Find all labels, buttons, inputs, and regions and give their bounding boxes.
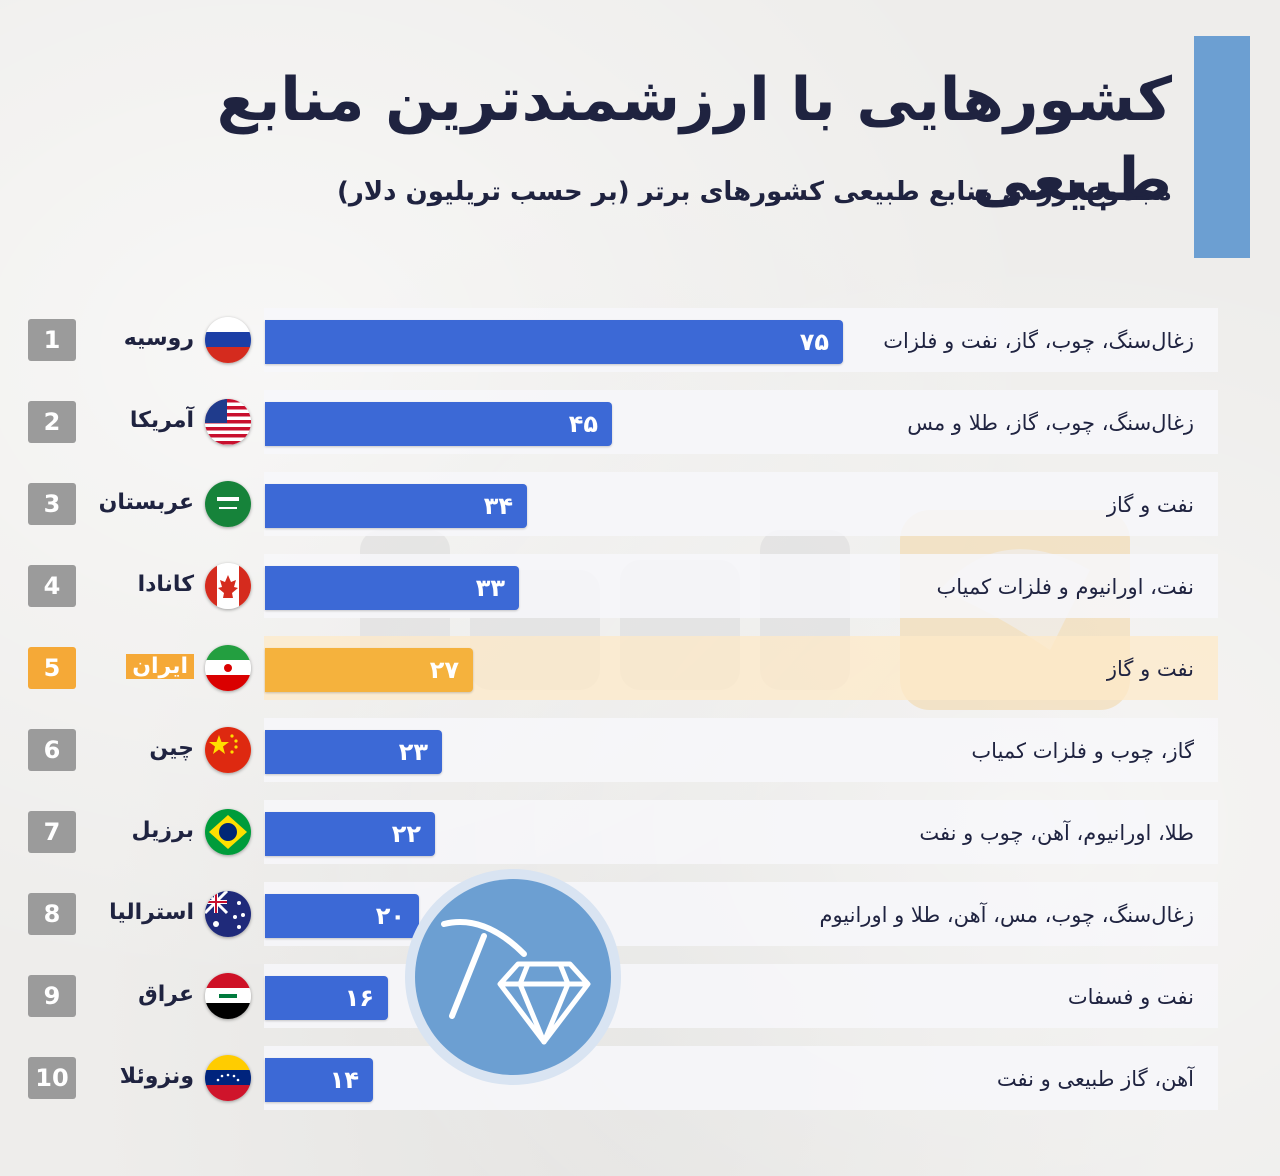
- pickaxe-icon: [441, 919, 527, 1019]
- country-label: آمریکا: [129, 408, 194, 433]
- chart-row: 8 استرالیا ۲۰ زغال‌سنگ، چوب، مس، آهن، طلا و…: [0, 879, 1280, 949]
- country-name: ایران: [4, 649, 194, 685]
- country-label: عراق: [138, 982, 194, 1007]
- country-name: ونزوئلا: [4, 1059, 194, 1095]
- country-name: روسیه: [4, 321, 194, 357]
- rank-badge: 5: [28, 647, 76, 689]
- rank-badge: 9: [28, 975, 76, 1017]
- resources-label: زغال‌سنگ، چوب، مس، آهن، طلا و اورانیوم: [819, 903, 1194, 927]
- bar: [265, 1058, 373, 1102]
- bar: [265, 402, 612, 446]
- mining-badge: [405, 869, 621, 1085]
- diamond-icon: [497, 961, 591, 1045]
- flag-venezuela-icon: [205, 1055, 251, 1101]
- chart-row: 3 عربستان ۳۴ نفت و گاز: [0, 469, 1280, 539]
- country-name: برزیل: [4, 813, 194, 849]
- chart-row: 4 کانادا ۳۳ نفت، اورانیوم و فلزات کمیاب: [0, 551, 1280, 621]
- bar-value-label: ۱۴: [329, 1066, 359, 1094]
- flag-saudi-icon: [205, 481, 251, 527]
- chart-row: 10 ونزوئلا ۱۴ آهن، گاز طبیعی و نفت: [0, 1043, 1280, 1113]
- rank-badge: 1: [28, 319, 76, 361]
- resources-label: نفت و فسفات: [1067, 985, 1194, 1009]
- rank-badge: 2: [28, 401, 76, 443]
- country-label: ایران: [126, 654, 194, 679]
- bar: [265, 320, 843, 364]
- country-name: کانادا: [4, 567, 194, 603]
- row-band: [264, 1046, 1218, 1110]
- country-label: کانادا: [137, 572, 194, 597]
- bar-value-label: ۲۷: [429, 656, 459, 684]
- country-name: آمریکا: [4, 403, 194, 439]
- bar-value-label: ۲۰: [375, 902, 405, 930]
- country-label: روسیه: [123, 326, 194, 351]
- resources-label: گاز، چوب و فلزات کمیاب: [971, 739, 1194, 763]
- bar-value-label: ۴۵: [568, 410, 598, 438]
- chart-row: 5 ایران ۲۷ نفت و گاز: [0, 633, 1280, 703]
- resources-label: نفت و گاز: [1106, 493, 1194, 517]
- flag-russia-icon: [205, 317, 251, 363]
- flag-iran-icon: [205, 645, 251, 691]
- resources-label: زغال‌سنگ، چوب، گاز، نفت و فلزات: [883, 329, 1194, 353]
- flag-canada-icon: [205, 563, 251, 609]
- country-label: عربستان: [98, 490, 194, 515]
- rank-badge: 3: [28, 483, 76, 525]
- country-label: برزیل: [131, 818, 194, 843]
- resources-label: نفت و گاز: [1106, 657, 1194, 681]
- flag-china-icon: [205, 727, 251, 773]
- rank-badge: 7: [28, 811, 76, 853]
- chart-row: 1 روسیه ۷۵ زغال‌سنگ، چوب، گاز، نفت و فلزات: [0, 305, 1280, 375]
- bar: [265, 648, 473, 692]
- flag-usa-icon: [205, 399, 251, 445]
- country-name: چین: [4, 731, 194, 767]
- resources-label: طلا، اورانیوم، آهن، چوب و نفت: [919, 821, 1194, 845]
- flag-brazil-icon: [205, 809, 251, 855]
- country-label: چین: [149, 736, 194, 761]
- chart-row: 6 چین ۲۳ گاز، چوب و فلزات کمیاب: [0, 715, 1280, 785]
- resources-label: نفت، اورانیوم و فلزات کمیاب: [936, 575, 1194, 599]
- flag-iraq-icon: [205, 973, 251, 1019]
- country-name: عراق: [4, 977, 194, 1013]
- bar-value-label: ۷۵: [799, 328, 829, 356]
- bar-value-label: ۳۴: [483, 492, 513, 520]
- bar: [265, 484, 527, 528]
- rank-badge: 10: [28, 1057, 76, 1099]
- bar-value-label: ۲۳: [398, 738, 428, 766]
- bar: [265, 812, 435, 856]
- page-title: کشورهایی با ارزشمندترین منابع طبیعی: [216, 65, 1172, 215]
- bar: [265, 566, 519, 610]
- page-subtitle: مجموع ارزش منابع طبیعی کشورهای برتر (بر …: [336, 177, 1172, 207]
- country-label: ونزوئلا: [119, 1064, 194, 1089]
- bar: [265, 730, 442, 774]
- country-name: عربستان: [4, 485, 194, 521]
- chart-row: 7 برزیل ۲۲ طلا، اورانیوم، آهن، چوب و نفت: [0, 797, 1280, 867]
- country-label: استرالیا: [109, 900, 194, 925]
- accent-bar: [1194, 36, 1250, 258]
- bar: [265, 894, 419, 938]
- bar: [265, 976, 388, 1020]
- resources-label: آهن، گاز طبیعی و نفت: [996, 1067, 1194, 1091]
- rank-badge: 6: [28, 729, 76, 771]
- country-name: استرالیا: [4, 895, 194, 931]
- chart-row: 9 عراق ۱۶ نفت و فسفات: [0, 961, 1280, 1031]
- bar-value-label: ۳۳: [475, 574, 505, 602]
- rank-badge: 8: [28, 893, 76, 935]
- bar-value-label: ۱۶: [344, 984, 374, 1012]
- bar-value-label: ۲۲: [391, 820, 421, 848]
- resources-label: زغال‌سنگ، چوب، گاز، طلا و مس: [907, 411, 1194, 435]
- chart-row: 2 آمریکا ۴۵ زغال‌سنگ، چوب، گاز، طلا و مس: [0, 387, 1280, 457]
- rank-badge: 4: [28, 565, 76, 607]
- flag-australia-icon: [205, 891, 251, 937]
